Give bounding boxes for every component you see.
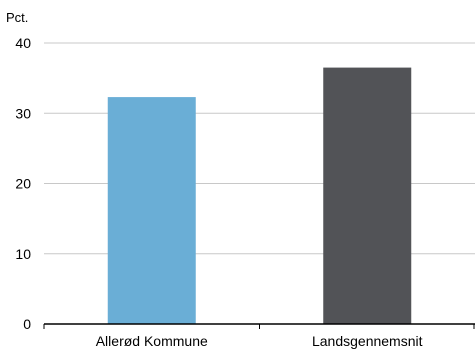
bar-2 [323,67,412,325]
x-tick-label: Landsgennemsnit [312,333,423,349]
y-tick-label: 20 [15,176,31,192]
bar-1 [107,97,196,324]
y-tick-labels: 0 10 20 30 40 [15,35,31,332]
y-axis-unit-label: Pct. [6,10,28,25]
x-tick-label: Allerød Kommune [96,333,208,349]
y-tick-label: 10 [15,246,31,262]
y-tick-label: 40 [15,35,31,51]
y-tick-label: 0 [23,316,31,332]
y-tick-label: 30 [15,105,31,121]
x-tick-labels: Allerød Kommune Landsgennemsnit [96,333,423,349]
x-axis [43,323,475,329]
bars [107,67,412,325]
